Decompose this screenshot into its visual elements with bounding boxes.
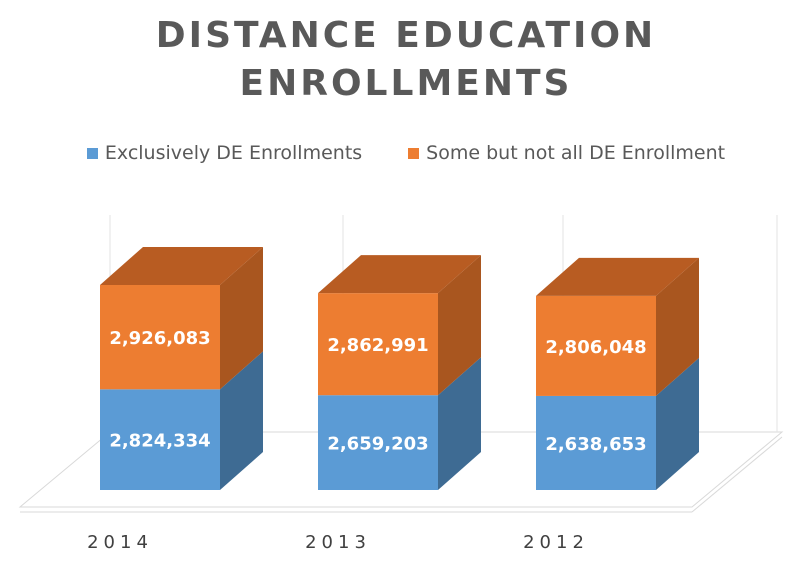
legend-label-exclusively-de: Exclusively DE Enrollments xyxy=(104,142,363,164)
chart-title: DISTANCE EDUCATION ENROLLMENTS xyxy=(0,12,812,108)
bar-side-2012-s0 xyxy=(656,357,699,490)
legend-item-some-de: Some but not all DE Enrollment xyxy=(408,142,725,164)
legend-swatch-exclusively-de xyxy=(86,147,98,159)
bar-side-2014-s1 xyxy=(220,247,263,390)
category-label-2013: 2013 xyxy=(305,532,371,553)
legend-label-some-de: Some but not all DE Enrollment xyxy=(426,142,726,164)
chart-title-line-1: DISTANCE EDUCATION xyxy=(155,15,657,56)
bar-front-2013-s1 xyxy=(318,293,438,396)
bar-front-2013-s0 xyxy=(318,395,438,490)
bar-side-2014-s0 xyxy=(220,351,263,490)
bar-label-2013-s1: 2,862,991 xyxy=(327,335,428,356)
legend-item-exclusively-de: Exclusively DE Enrollments xyxy=(86,142,363,164)
bar-side-2013-s1 xyxy=(438,255,481,396)
bar-top-2012 xyxy=(536,257,699,296)
bar-top-2013 xyxy=(318,255,481,294)
legend-swatch-some-de xyxy=(408,147,420,159)
bar-front-2014-s0 xyxy=(100,389,220,490)
bar-front-2012-s0 xyxy=(536,395,656,490)
category-label-2012: 2012 xyxy=(523,532,589,553)
chart-floor xyxy=(18,431,784,508)
bar-label-2013-s0: 2,659,203 xyxy=(327,434,428,455)
bar-side-2012-s1 xyxy=(656,257,699,396)
bar-label-2012-s0: 2,638,653 xyxy=(545,434,646,455)
bar-front-2012-s1 xyxy=(536,295,656,396)
bar-side-2013-s0 xyxy=(438,357,481,490)
bar-label-2014-s1: 2,926,083 xyxy=(109,328,210,349)
bar-label-2014-s0: 2,824,334 xyxy=(109,431,210,452)
bar-label-2012-s1: 2,806,048 xyxy=(545,337,646,358)
category-label-2014: 2014 xyxy=(87,532,153,553)
bar-front-2014-s1 xyxy=(100,285,220,390)
bar-top-2014 xyxy=(100,247,263,285)
legend: Exclusively DE Enrollments Some but not … xyxy=(0,142,812,164)
chart-title-line-2: ENROLLMENTS xyxy=(239,63,573,104)
floor-side-edge xyxy=(691,436,783,513)
